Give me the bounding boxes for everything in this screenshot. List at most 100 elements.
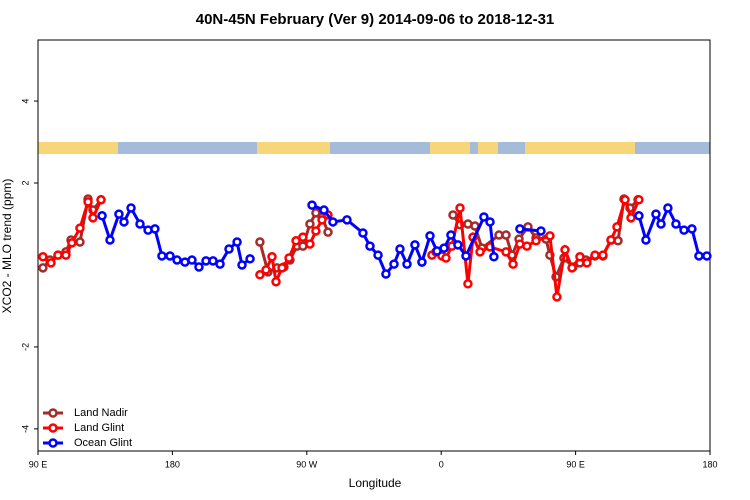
point [267,252,277,262]
x-tick-label: 90 E [29,459,48,469]
point [590,250,600,260]
x-tick-label: 180 [702,459,717,469]
point [475,247,485,257]
point [38,263,48,273]
point [425,231,435,241]
point [328,217,338,227]
point [679,225,689,235]
point [373,250,383,260]
y-axis-label: XCO2 - MLO trend (ppm) [0,179,14,314]
point [53,250,63,260]
point [284,253,294,263]
point [453,240,463,250]
point [641,235,651,245]
point [255,237,265,247]
point [307,200,317,210]
point [671,219,681,229]
point [105,235,115,245]
point [165,251,175,261]
land-band [525,142,635,154]
x-tick-label: 90 E [566,459,585,469]
plot-frame [37,39,711,452]
point [560,245,570,255]
land-band [430,142,470,154]
point [410,240,420,250]
y-tick-label: 4 [20,99,30,104]
point [114,209,124,219]
point [381,269,391,279]
x-tick-label: 90 W [296,459,318,469]
point [508,259,518,269]
point [38,252,48,262]
legend-label: Land Glint [74,422,124,434]
point [489,252,499,262]
point [545,231,555,241]
point [208,256,218,266]
legend-label: Land Nadir [74,407,128,419]
point [291,236,301,246]
y-tick-label: 2 [20,181,30,186]
point [232,237,242,247]
point [96,195,106,205]
point [119,217,129,227]
point [439,243,449,253]
x-tick-label: 180 [165,459,180,469]
point [88,213,98,223]
y-tick-label: -2 [20,343,30,351]
point [501,247,511,257]
point [441,253,451,263]
point [461,251,471,261]
point [687,224,697,234]
point [83,197,93,207]
point [402,259,412,269]
point [305,239,315,249]
point [317,215,327,225]
point [612,222,622,232]
point [319,205,329,215]
point [620,195,630,205]
legend-marker [48,423,58,433]
point [575,252,585,262]
point [656,219,666,229]
point [582,258,592,268]
point [395,244,405,254]
point [634,195,644,205]
point [448,210,458,220]
point [485,217,495,227]
point [626,213,636,223]
point [255,270,265,280]
point [61,250,71,260]
point [187,255,197,265]
point [417,257,427,267]
point [522,241,532,251]
point [365,241,375,251]
land-band [257,142,330,154]
point [634,211,644,221]
point [271,277,281,287]
point [157,251,167,261]
point [702,251,712,261]
point [261,265,271,275]
point [598,250,608,260]
point [126,203,136,213]
point [298,232,308,242]
point [277,263,287,273]
point [311,208,321,218]
point [46,258,56,268]
point [97,211,107,221]
point [446,230,456,240]
point [531,236,541,246]
chart-title: 40N-45N February (Ver 9) 2014-09-06 to 2… [196,11,555,28]
land-band [38,142,118,154]
point [194,262,204,272]
point [567,263,577,273]
point [606,235,616,245]
land-ocean-strip [38,142,710,154]
point [135,219,145,229]
legend-label: Ocean Glint [74,437,132,449]
point [224,244,234,254]
point [215,259,225,269]
point [552,292,562,302]
point [342,215,352,225]
